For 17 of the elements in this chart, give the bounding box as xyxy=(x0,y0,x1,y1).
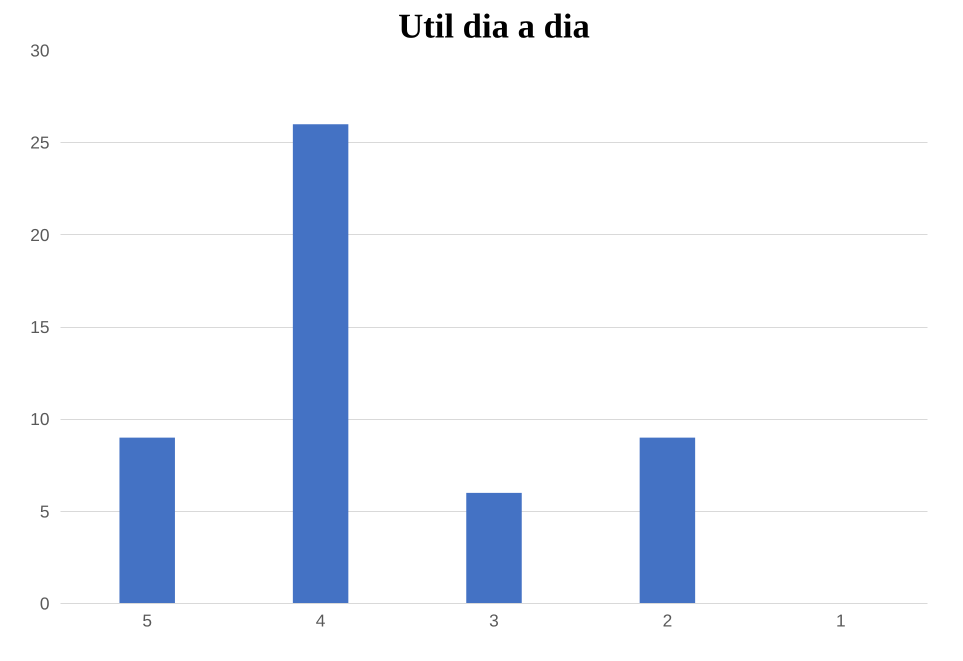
x-tick-label: 2 xyxy=(662,610,672,630)
bar xyxy=(119,438,175,604)
y-tick-label: 25 xyxy=(30,132,50,153)
bar xyxy=(466,492,522,604)
x-tick-label: 1 xyxy=(836,610,846,630)
y-tick-label: 15 xyxy=(30,317,50,337)
y-tick-label: 5 xyxy=(40,501,50,522)
chart-title: Util dia a dia xyxy=(398,8,590,46)
y-tick-label: 20 xyxy=(30,224,50,245)
x-tick-label: 4 xyxy=(316,610,326,630)
x-tick-label: 5 xyxy=(142,610,152,630)
y-tick-label: 30 xyxy=(30,40,50,60)
y-tick-label: 0 xyxy=(40,594,50,614)
bar xyxy=(640,438,696,604)
x-tick-label: 3 xyxy=(489,610,499,630)
bar xyxy=(292,124,348,604)
y-tick-label: 10 xyxy=(30,409,50,430)
